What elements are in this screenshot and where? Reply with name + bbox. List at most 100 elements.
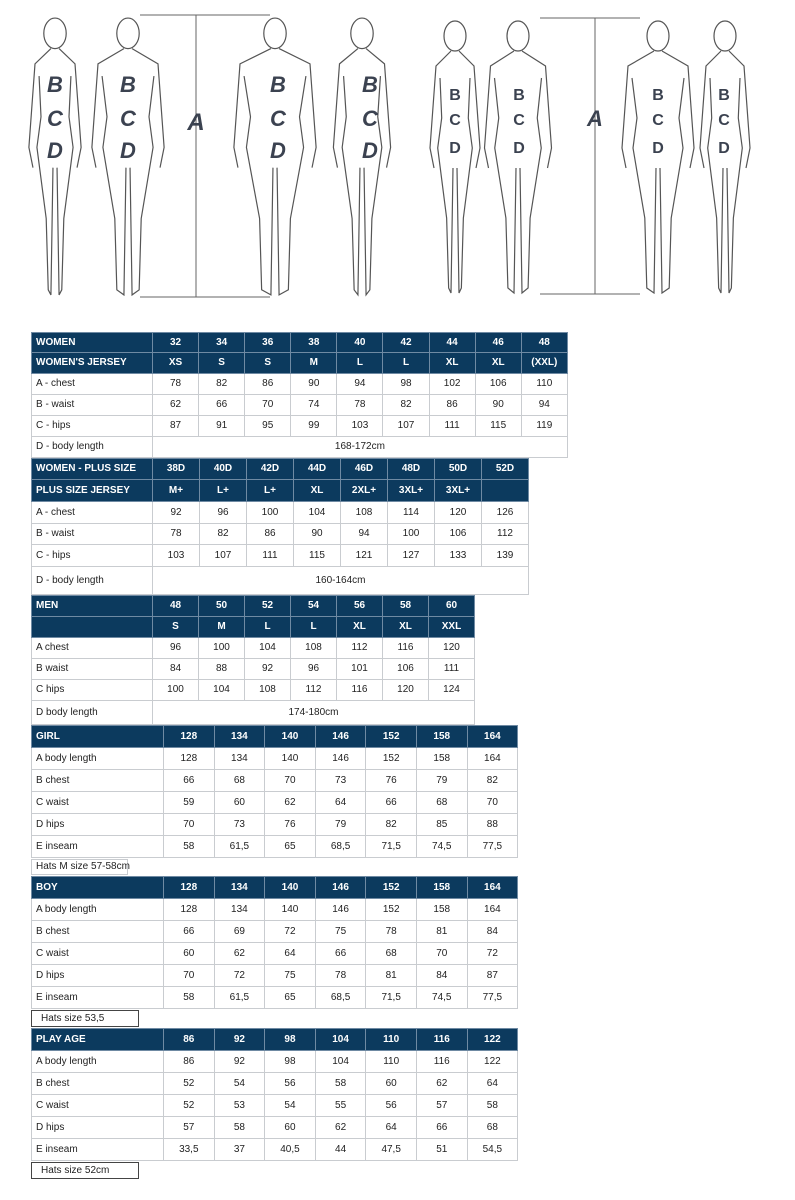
table-cell: 58 [163,835,215,858]
header-label: PLAY AGE [31,1028,164,1051]
table-cell: 158 [415,898,468,921]
header-cell [481,479,529,502]
table-cell: 68,5 [314,986,367,1009]
table-row: B chest 52 54 56 58 60 62 64 [31,1072,519,1095]
men-size-table: MEN 48 50 52 54 56 58 60 S M L L XL XL XXL A chest 96 100… [31,595,475,725]
header-cell: 122 [466,1028,519,1051]
table-cell: 79 [415,769,468,792]
table-cell: 82 [466,769,519,792]
row-label: C waist [31,942,164,965]
table-cell: 99 [290,415,338,437]
row-label: E inseam [31,986,164,1009]
table-cell: 98 [264,1050,316,1073]
table-cell: 116 [336,679,383,701]
women-plus-size-table: WOMEN - PLUS SIZE 38D 40D 42D 44D 46D 48D 50D 52… [31,458,529,595]
table-cell: 92 [244,658,291,680]
kid-0-letter-c: C [449,112,461,129]
table-cell: 60 [365,1072,417,1095]
table-cell: 103 [336,415,384,437]
header-cell: L [336,352,384,374]
row-label: B chest [31,1072,164,1095]
table-cell: 152 [365,898,417,921]
table-cell: 84 [152,658,199,680]
table-cell: 100 [246,501,294,524]
table-row: D body length 174-180cm [31,700,475,725]
table-row: A chest 96 100 104 108 112 116 120 [31,637,475,659]
row-label: E inseam [31,835,164,858]
adult-letter-a: A [186,109,204,136]
table-cell: 140 [264,898,316,921]
table-cell: 72 [264,920,316,943]
hat-size-note: Hats M size 57-58cm [31,859,130,875]
table-row: B - waist 78 82 86 90 94 100 106 112 [31,523,529,545]
table-cell: 81 [415,920,468,943]
header-cell: 38 [290,332,338,353]
row-label: D - body length [31,436,153,458]
header-cell: 98 [264,1028,316,1051]
table-cell: 122 [466,1050,519,1073]
header-cell: 50D [434,458,482,480]
table-cell: 114 [387,501,435,524]
adult-3-letter-d: D [362,138,378,163]
woman-front-figure [91,17,165,297]
table-row: C - hips 103 107 111 115 121 127 133 139 [31,544,529,567]
table-cell: 62 [415,1072,468,1095]
table-cell: 74 [290,394,338,416]
header-row: BOY 128 134 140 146 152 158 164 [31,876,519,899]
table-cell: 140 [264,747,316,770]
table-cell: 78 [365,920,417,943]
header-cell: M+ [152,479,200,502]
table-cell: 60 [264,1116,316,1139]
table-row: D hips 70 72 75 78 81 84 87 [31,964,519,987]
header-cell: S [244,352,292,374]
header-cell: S [198,352,246,374]
table-cell: 78 [151,373,200,395]
table-cell: 59 [163,791,215,814]
table-cell: 164 [466,898,519,921]
table-cell: 121 [340,544,388,567]
table-cell: 164 [466,747,519,770]
table-row: A - chest 78 82 86 90 94 98 102 106 110 [31,373,568,395]
header-label: MEN [31,595,153,617]
header-cell: 86 [163,1028,215,1051]
row-label: C waist [31,1094,164,1117]
table-cell: 68 [415,791,468,814]
table-cell: 58 [213,1116,266,1139]
row-label: C waist [31,791,164,814]
table-cell: 128 [163,898,215,921]
table-row: A body length 128 134 140 146 152 158 164 [31,898,519,921]
table-cell: 111 [428,658,475,680]
table-cell: 128 [163,747,215,770]
adult-0-letter-c: C [47,106,64,131]
row-label: B - waist [31,523,153,545]
size-tables: WOMEN 32 34 36 38 40 42 44 46 48 WOMEN'S JERSEY XS S… [31,332,791,1180]
table-row: B waist 84 88 92 96 101 106 111 [31,658,475,680]
header-cell: 42 [382,332,430,353]
header-cell: 48 [520,332,568,353]
table-cell: 70 [415,942,468,965]
header-cell: 146 [314,725,367,748]
table-cell: 62 [151,394,200,416]
row-label: B chest [31,920,164,943]
table-cell: 106 [434,523,482,545]
table-cell: 52 [163,1072,215,1095]
row-label: E inseam [31,1138,164,1161]
row-label: B chest [31,769,164,792]
header-cell: 36 [244,332,292,353]
table-cell: 69 [213,920,266,943]
table-cell: 73 [314,769,367,792]
table-cell: 96 [199,501,247,524]
table-cell: 70 [264,769,316,792]
table-cell: 87 [151,415,200,437]
kid-3-letter-c: C [718,112,730,129]
table-cell: 94 [520,394,568,416]
table-row: C waist 60 62 64 66 68 70 72 [31,942,519,965]
table-cell: 56 [365,1094,417,1117]
kid-2-letter-d: D [652,140,664,157]
table-cell: 95 [244,415,292,437]
header-cell: 110 [365,1028,417,1051]
kid-0-letter-d: D [449,140,461,157]
table-row: A - chest 92 96 100 104 108 114 120 126 [31,501,529,524]
table-cell: 92 [152,501,200,524]
header-cell: 152 [365,725,417,748]
